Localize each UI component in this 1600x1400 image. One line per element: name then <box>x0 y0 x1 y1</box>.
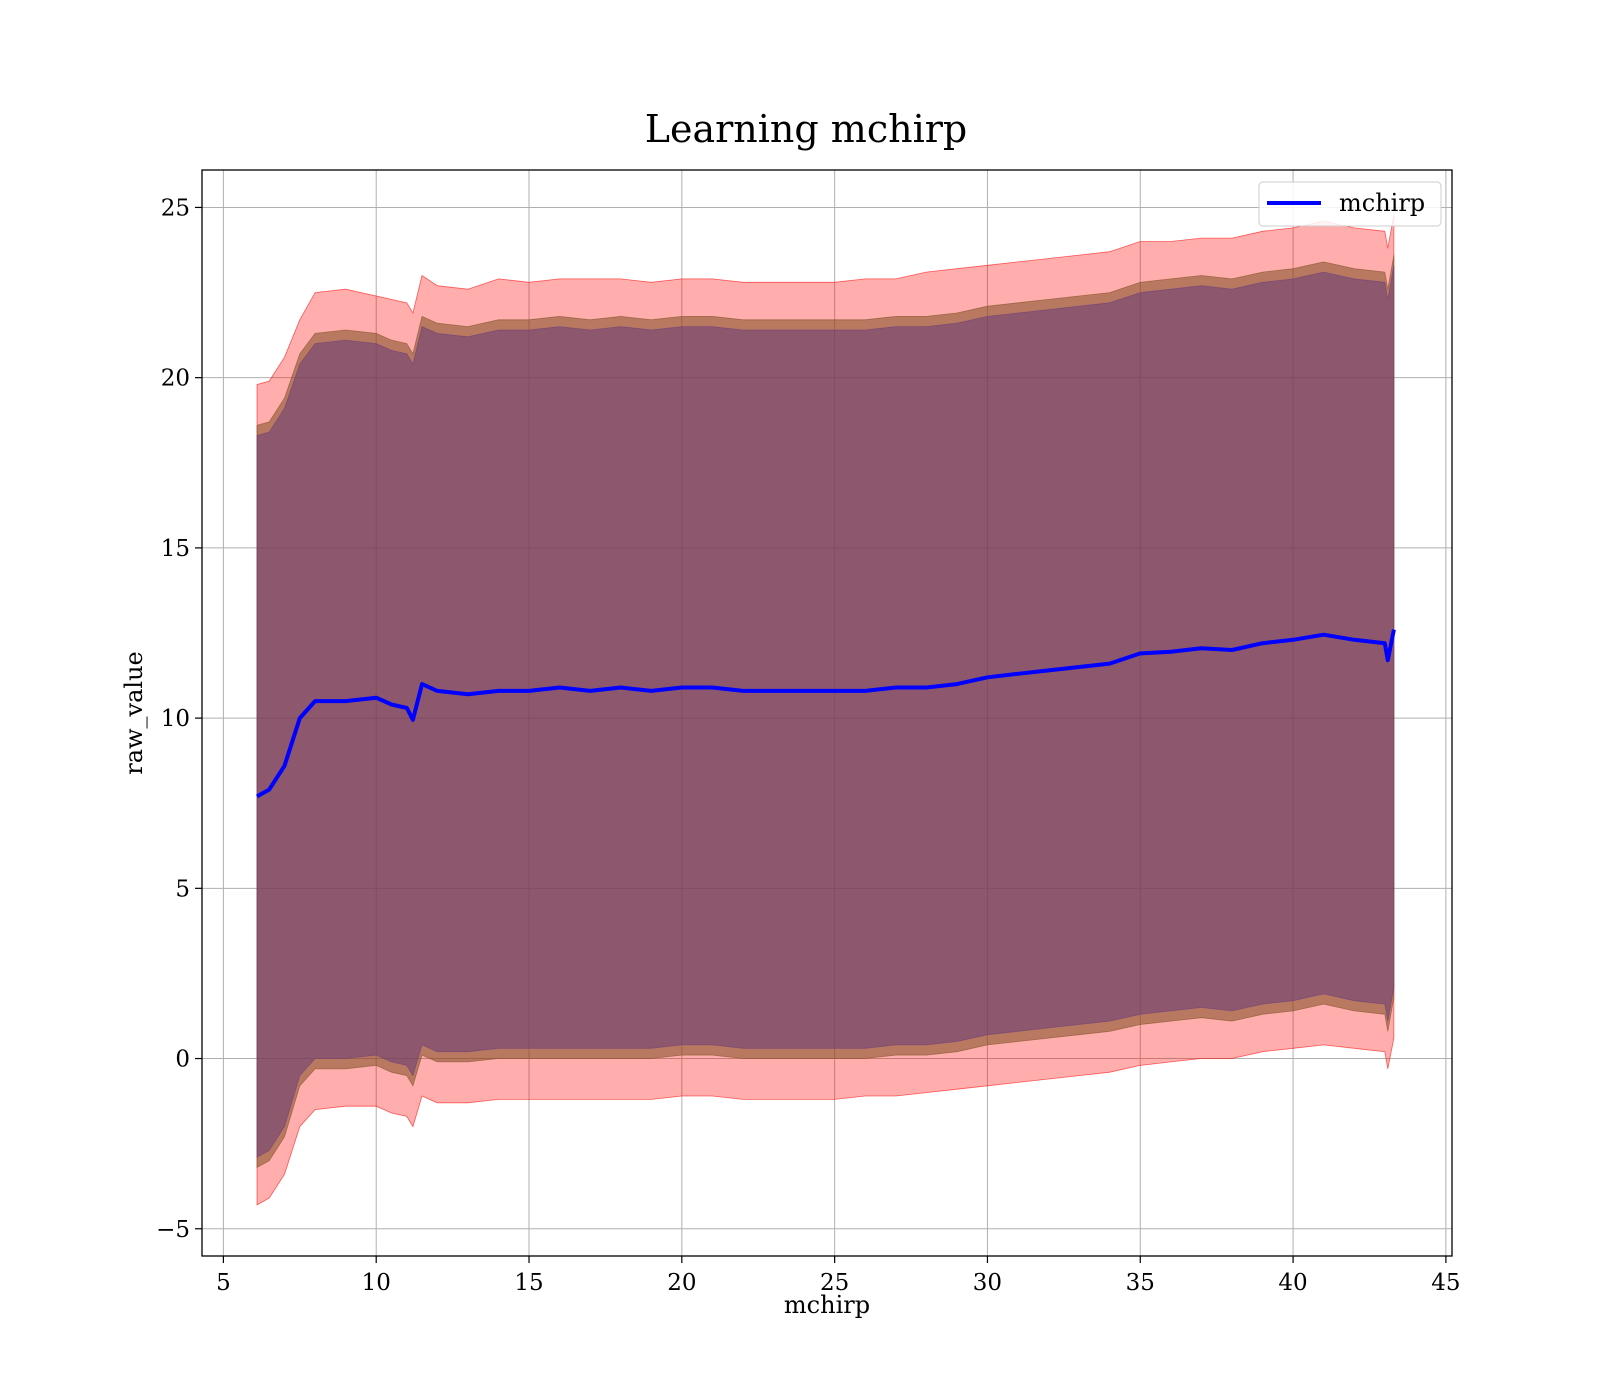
x-axis-ticks: 5 10 15 20 25 30 35 40 45 <box>216 1256 1461 1296</box>
y-tick-label: 5 <box>175 876 190 902</box>
y-tick-label: 20 <box>161 366 190 392</box>
y-tick-label: 10 <box>161 706 190 732</box>
band-layer <box>256 214 1395 1206</box>
x-axis-label: mchirp <box>784 1291 870 1319</box>
confidence-band-3 <box>256 265 1395 1158</box>
y-axis-label: raw_value <box>120 651 148 775</box>
x-tick-label: 35 <box>1126 1270 1155 1296</box>
plot-frame <box>201 169 1453 1257</box>
legend-label: mchirp <box>1339 189 1425 217</box>
y-tick-label: 25 <box>161 195 190 221</box>
y-axis-ticks: −5 0 5 10 15 20 25 <box>156 195 202 1243</box>
x-tick-label: 10 <box>362 1270 391 1296</box>
x-tick-label: 30 <box>973 1270 1002 1296</box>
x-tick-label: 45 <box>1431 1270 1460 1296</box>
x-tick-label: 15 <box>514 1270 543 1296</box>
mean-line-mchirp <box>256 629 1396 799</box>
x-tick-label: 40 <box>1278 1270 1307 1296</box>
x-tick-label: 25 <box>820 1270 849 1296</box>
legend: mchirp <box>1258 181 1442 227</box>
y-tick-label: 0 <box>175 1047 190 1073</box>
line-layer <box>256 629 1396 799</box>
x-tick-label: 20 <box>667 1270 696 1296</box>
legend-box <box>1258 181 1442 227</box>
y-tick-label: −5 <box>156 1217 190 1243</box>
y-tick-label: 15 <box>161 536 190 562</box>
chart-title: Learning mchirp <box>645 107 967 151</box>
x-tick-label: 5 <box>216 1270 231 1296</box>
